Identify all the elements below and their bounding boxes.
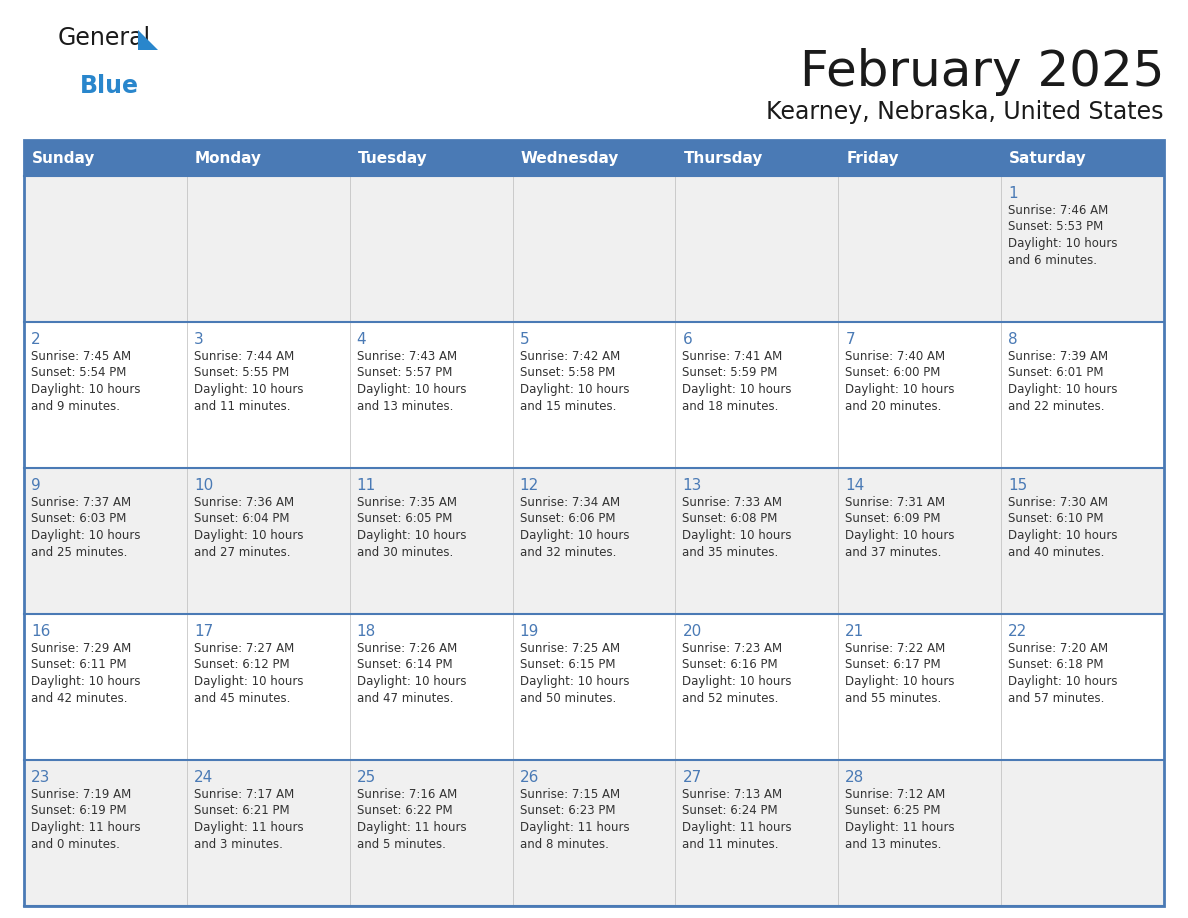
Text: Sunrise: 7:36 AM
Sunset: 6:04 PM
Daylight: 10 hours
and 27 minutes.: Sunrise: 7:36 AM Sunset: 6:04 PM Dayligh… [194, 496, 303, 558]
Text: Sunrise: 7:45 AM
Sunset: 5:54 PM
Daylight: 10 hours
and 9 minutes.: Sunrise: 7:45 AM Sunset: 5:54 PM Dayligh… [31, 350, 140, 412]
Text: 4: 4 [356, 332, 366, 347]
Text: 22: 22 [1009, 624, 1028, 639]
Text: Sunrise: 7:27 AM
Sunset: 6:12 PM
Daylight: 10 hours
and 45 minutes.: Sunrise: 7:27 AM Sunset: 6:12 PM Dayligh… [194, 642, 303, 704]
Text: Sunrise: 7:25 AM
Sunset: 6:15 PM
Daylight: 10 hours
and 50 minutes.: Sunrise: 7:25 AM Sunset: 6:15 PM Dayligh… [519, 642, 630, 704]
Text: Sunrise: 7:43 AM
Sunset: 5:57 PM
Daylight: 10 hours
and 13 minutes.: Sunrise: 7:43 AM Sunset: 5:57 PM Dayligh… [356, 350, 466, 412]
Text: Sunrise: 7:39 AM
Sunset: 6:01 PM
Daylight: 10 hours
and 22 minutes.: Sunrise: 7:39 AM Sunset: 6:01 PM Dayligh… [1009, 350, 1118, 412]
Text: 1: 1 [1009, 186, 1018, 201]
Bar [24, 140, 187, 176]
Bar [24, 760, 1164, 906]
Text: 3: 3 [194, 332, 203, 347]
Text: 18: 18 [356, 624, 375, 639]
Text: 23: 23 [31, 770, 50, 785]
Text: Sunrise: 7:19 AM
Sunset: 6:19 PM
Daylight: 11 hours
and 0 minutes.: Sunrise: 7:19 AM Sunset: 6:19 PM Dayligh… [31, 788, 140, 850]
Text: Tuesday: Tuesday [358, 151, 428, 165]
Bar [1001, 140, 1164, 176]
Text: 8: 8 [1009, 332, 1018, 347]
Text: Sunrise: 7:41 AM
Sunset: 5:59 PM
Daylight: 10 hours
and 18 minutes.: Sunrise: 7:41 AM Sunset: 5:59 PM Dayligh… [682, 350, 792, 412]
Text: General: General [58, 26, 151, 50]
Bar [24, 322, 1164, 468]
Text: Sunrise: 7:16 AM
Sunset: 6:22 PM
Daylight: 11 hours
and 5 minutes.: Sunrise: 7:16 AM Sunset: 6:22 PM Dayligh… [356, 788, 467, 850]
Text: Sunrise: 7:12 AM
Sunset: 6:25 PM
Daylight: 11 hours
and 13 minutes.: Sunrise: 7:12 AM Sunset: 6:25 PM Dayligh… [846, 788, 955, 850]
Text: 11: 11 [356, 478, 375, 493]
Text: Monday: Monday [195, 151, 261, 165]
Bar [24, 614, 1164, 760]
Text: Sunrise: 7:15 AM
Sunset: 6:23 PM
Daylight: 11 hours
and 8 minutes.: Sunrise: 7:15 AM Sunset: 6:23 PM Dayligh… [519, 788, 630, 850]
Polygon shape [138, 30, 158, 50]
Text: 13: 13 [682, 478, 702, 493]
Text: Friday: Friday [846, 151, 899, 165]
Text: 25: 25 [356, 770, 375, 785]
Text: Sunrise: 7:37 AM
Sunset: 6:03 PM
Daylight: 10 hours
and 25 minutes.: Sunrise: 7:37 AM Sunset: 6:03 PM Dayligh… [31, 496, 140, 558]
Text: Sunrise: 7:44 AM
Sunset: 5:55 PM
Daylight: 10 hours
and 11 minutes.: Sunrise: 7:44 AM Sunset: 5:55 PM Dayligh… [194, 350, 303, 412]
Text: February 2025: February 2025 [800, 48, 1164, 96]
Text: Kearney, Nebraska, United States: Kearney, Nebraska, United States [766, 100, 1164, 124]
Text: 20: 20 [682, 624, 702, 639]
Bar [24, 140, 1164, 906]
Text: 15: 15 [1009, 478, 1028, 493]
Text: 6: 6 [682, 332, 693, 347]
Text: Sunrise: 7:29 AM
Sunset: 6:11 PM
Daylight: 10 hours
and 42 minutes.: Sunrise: 7:29 AM Sunset: 6:11 PM Dayligh… [31, 642, 140, 704]
Text: Sunrise: 7:46 AM
Sunset: 5:53 PM
Daylight: 10 hours
and 6 minutes.: Sunrise: 7:46 AM Sunset: 5:53 PM Dayligh… [1009, 204, 1118, 266]
Text: 2: 2 [31, 332, 40, 347]
Text: 10: 10 [194, 478, 213, 493]
Text: Sunrise: 7:30 AM
Sunset: 6:10 PM
Daylight: 10 hours
and 40 minutes.: Sunrise: 7:30 AM Sunset: 6:10 PM Dayligh… [1009, 496, 1118, 558]
Text: 12: 12 [519, 478, 539, 493]
Text: 27: 27 [682, 770, 702, 785]
Text: Sunrise: 7:23 AM
Sunset: 6:16 PM
Daylight: 10 hours
and 52 minutes.: Sunrise: 7:23 AM Sunset: 6:16 PM Dayligh… [682, 642, 792, 704]
Text: 19: 19 [519, 624, 539, 639]
Bar [24, 468, 1164, 614]
Text: 9: 9 [31, 478, 40, 493]
Text: Sunrise: 7:26 AM
Sunset: 6:14 PM
Daylight: 10 hours
and 47 minutes.: Sunrise: 7:26 AM Sunset: 6:14 PM Dayligh… [356, 642, 466, 704]
Text: Sunrise: 7:13 AM
Sunset: 6:24 PM
Daylight: 11 hours
and 11 minutes.: Sunrise: 7:13 AM Sunset: 6:24 PM Dayligh… [682, 788, 792, 850]
Text: Saturday: Saturday [1009, 151, 1087, 165]
Text: Sunday: Sunday [32, 151, 95, 165]
Text: Sunrise: 7:40 AM
Sunset: 6:00 PM
Daylight: 10 hours
and 20 minutes.: Sunrise: 7:40 AM Sunset: 6:00 PM Dayligh… [846, 350, 955, 412]
Text: Sunrise: 7:17 AM
Sunset: 6:21 PM
Daylight: 11 hours
and 3 minutes.: Sunrise: 7:17 AM Sunset: 6:21 PM Dayligh… [194, 788, 303, 850]
Text: Sunrise: 7:42 AM
Sunset: 5:58 PM
Daylight: 10 hours
and 15 minutes.: Sunrise: 7:42 AM Sunset: 5:58 PM Dayligh… [519, 350, 630, 412]
Text: Sunrise: 7:31 AM
Sunset: 6:09 PM
Daylight: 10 hours
and 37 minutes.: Sunrise: 7:31 AM Sunset: 6:09 PM Dayligh… [846, 496, 955, 558]
Text: 28: 28 [846, 770, 865, 785]
Text: 17: 17 [194, 624, 213, 639]
Bar [676, 140, 839, 176]
Text: 26: 26 [519, 770, 539, 785]
Text: Wednesday: Wednesday [520, 151, 619, 165]
Text: Sunrise: 7:33 AM
Sunset: 6:08 PM
Daylight: 10 hours
and 35 minutes.: Sunrise: 7:33 AM Sunset: 6:08 PM Dayligh… [682, 496, 792, 558]
Text: Sunrise: 7:34 AM
Sunset: 6:06 PM
Daylight: 10 hours
and 32 minutes.: Sunrise: 7:34 AM Sunset: 6:06 PM Dayligh… [519, 496, 630, 558]
Text: 16: 16 [31, 624, 50, 639]
Text: Sunrise: 7:22 AM
Sunset: 6:17 PM
Daylight: 10 hours
and 55 minutes.: Sunrise: 7:22 AM Sunset: 6:17 PM Dayligh… [846, 642, 955, 704]
Text: Thursday: Thursday [683, 151, 763, 165]
Bar [512, 140, 676, 176]
Text: 5: 5 [519, 332, 529, 347]
Text: 14: 14 [846, 478, 865, 493]
Text: Sunrise: 7:35 AM
Sunset: 6:05 PM
Daylight: 10 hours
and 30 minutes.: Sunrise: 7:35 AM Sunset: 6:05 PM Dayligh… [356, 496, 466, 558]
Text: Sunrise: 7:20 AM
Sunset: 6:18 PM
Daylight: 10 hours
and 57 minutes.: Sunrise: 7:20 AM Sunset: 6:18 PM Dayligh… [1009, 642, 1118, 704]
Bar [839, 140, 1001, 176]
Text: 21: 21 [846, 624, 865, 639]
Text: 7: 7 [846, 332, 855, 347]
Text: Blue: Blue [80, 74, 139, 98]
Bar [187, 140, 349, 176]
Text: 24: 24 [194, 770, 213, 785]
Bar [349, 140, 512, 176]
Bar [24, 176, 1164, 322]
